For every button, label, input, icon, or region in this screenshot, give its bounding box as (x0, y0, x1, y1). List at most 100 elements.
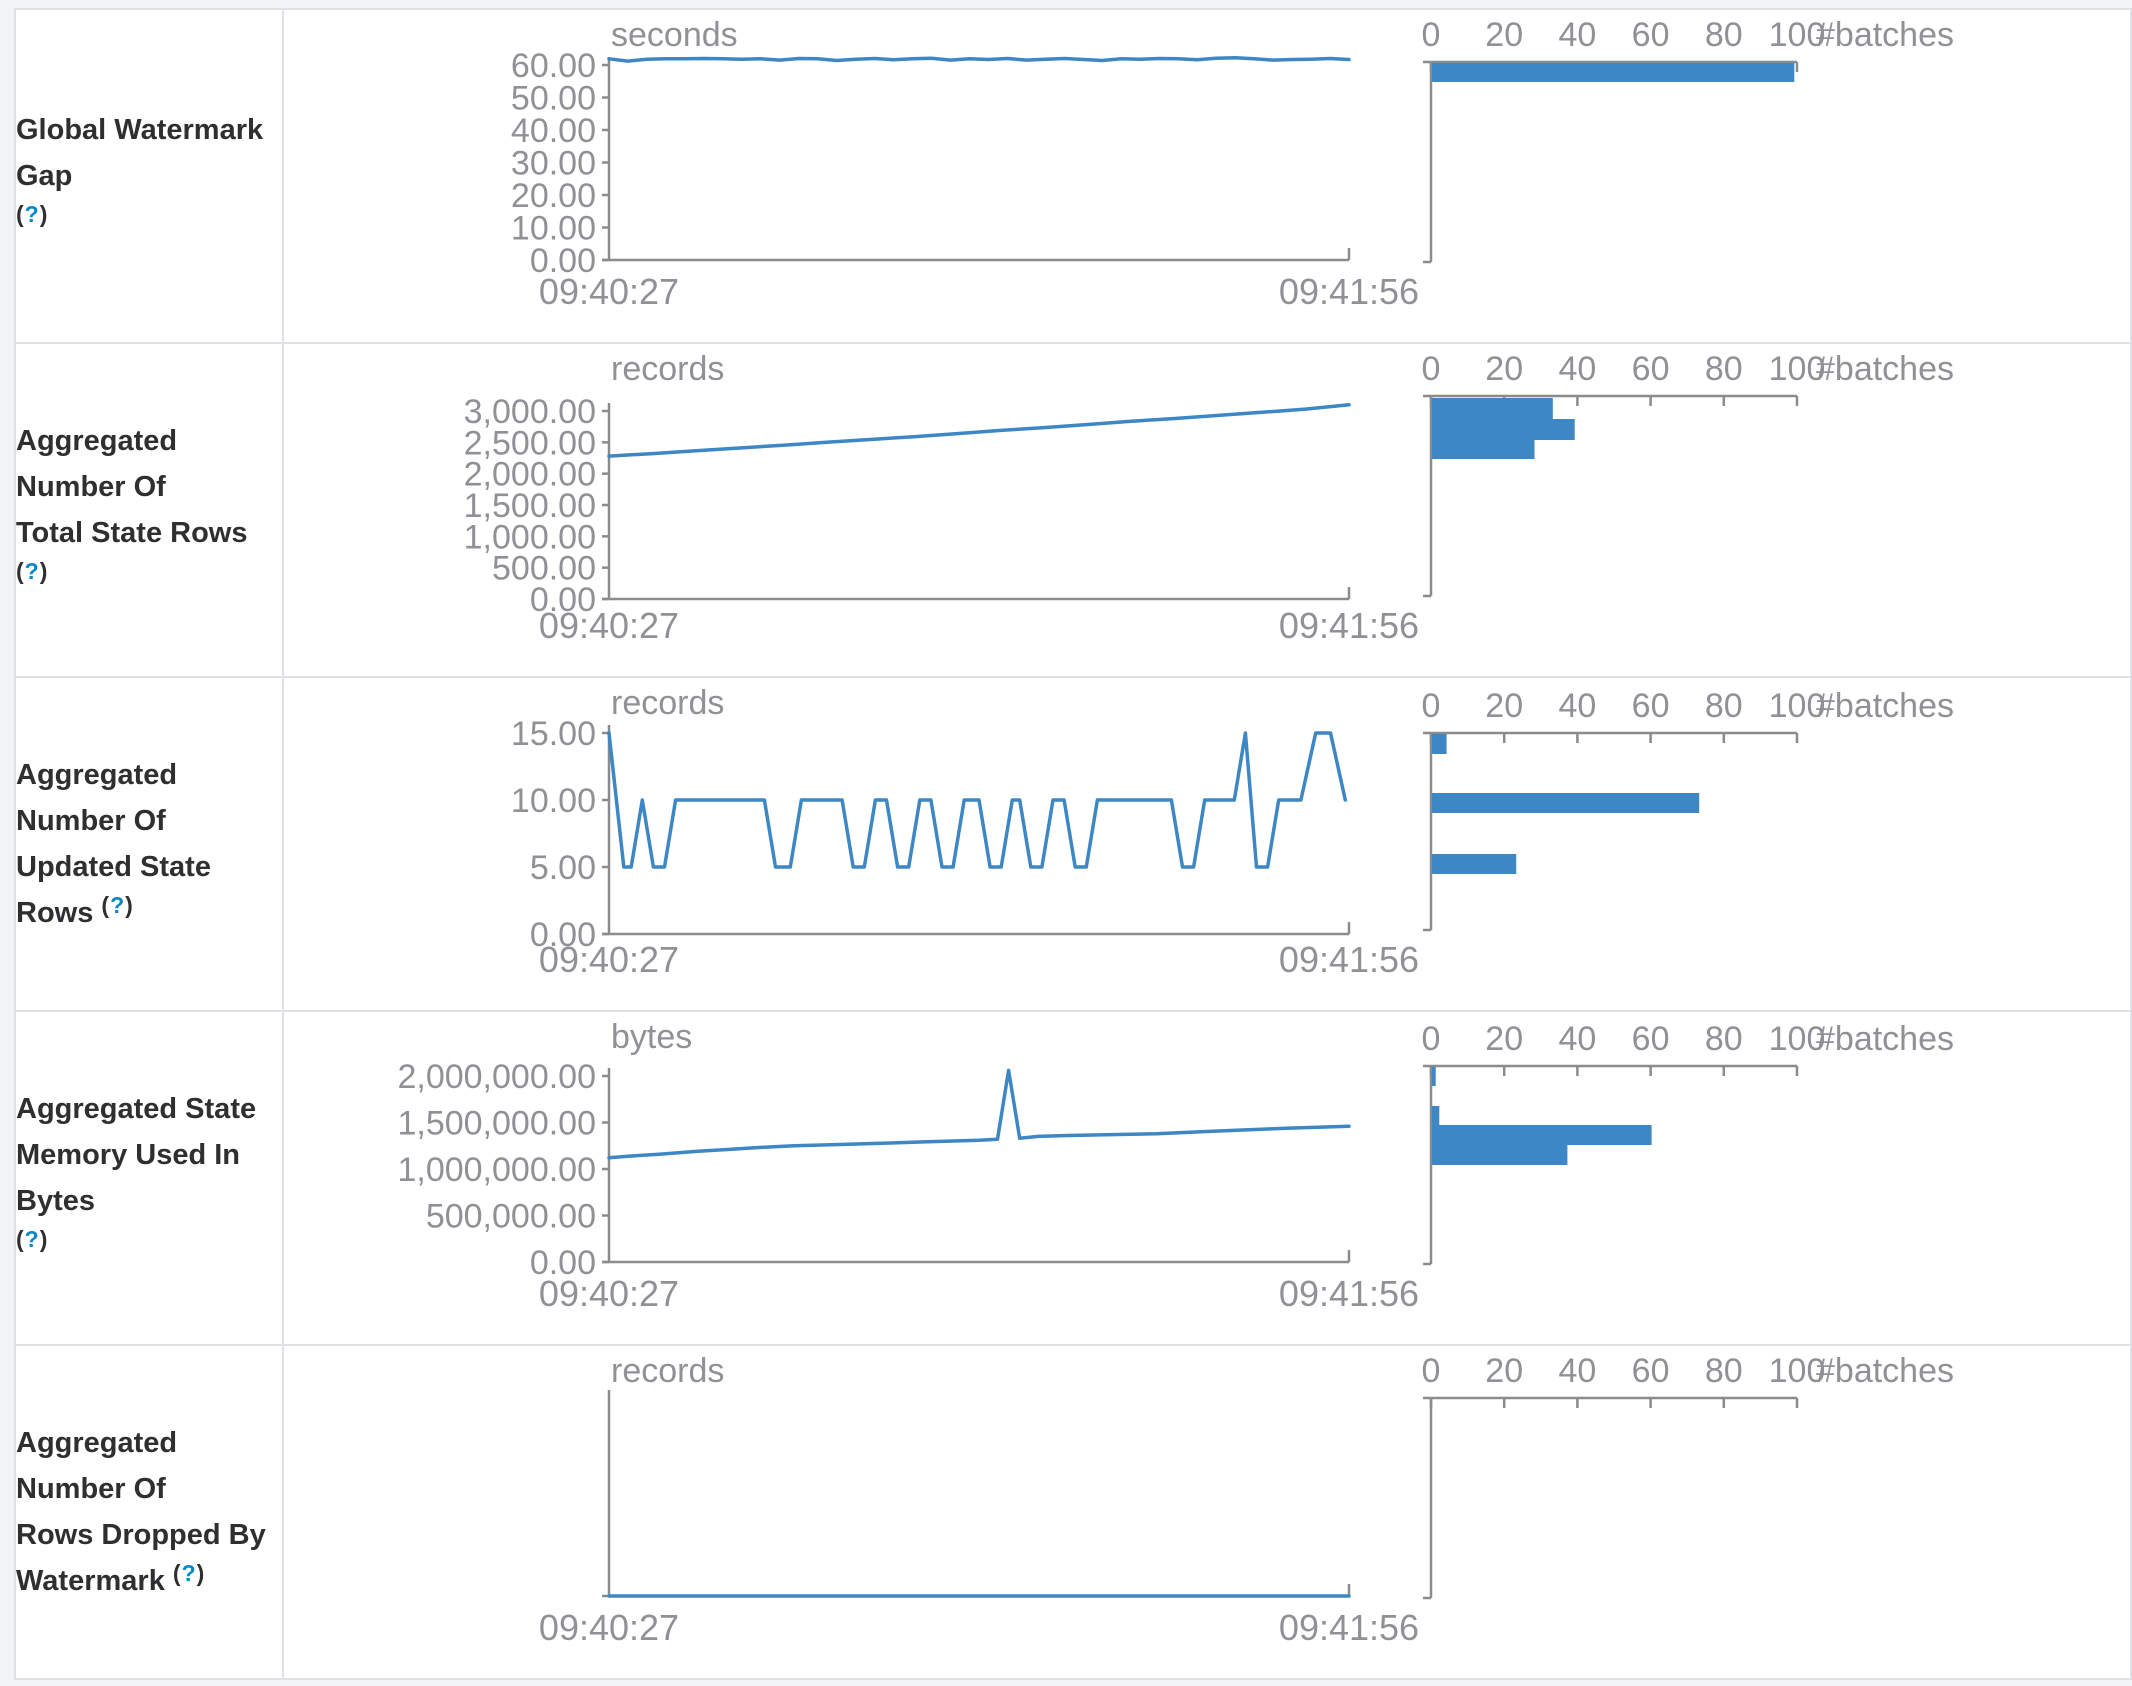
help-marker: (?) (16, 1225, 49, 1252)
histogram-x-tick-label: 100 (1769, 687, 1826, 725)
metric-name-text: Memory Used In Bytes (16, 1138, 240, 1217)
timeline-chart: records 09:40:27 09:41:56 (539, 1352, 1419, 1648)
y-tick-label: 20.00 (511, 177, 596, 215)
batches-axis-label: #batches (1816, 16, 1954, 54)
help-question-link[interactable]: ? (24, 1225, 40, 1252)
metric-name-cell: Aggregated Number Of Total State Rows (?) (14, 342, 284, 678)
metric-row: Aggregated State Memory Used In Bytes (?) b… (14, 1010, 2132, 1346)
metric-name-text: Watermark (16, 1564, 173, 1597)
timeline-unit-label: seconds (611, 16, 738, 54)
y-tick-label: 0.00 (530, 916, 596, 954)
histogram-x-tick-label: 40 (1558, 1352, 1596, 1390)
timeline-series-line (607, 731, 1348, 869)
timeline-chart: seconds 60.0050.0040.0030.0020.0010.000.0… (511, 16, 1419, 312)
time-end-label: 09:41:56 (1279, 1607, 1419, 1648)
batches-axis-label: #batches (1816, 1352, 1954, 1390)
histogram-bar (1432, 419, 1575, 440)
y-tick-label: 15.00 (511, 715, 596, 753)
metric-name-cell: Aggregated Number Of Rows Dropped By Water… (14, 1344, 284, 1680)
y-tick-label: 60.00 (511, 47, 596, 85)
histogram-bar (1432, 1106, 1440, 1125)
metric-name-cell: Aggregated Number Of Updated State Rows (… (14, 676, 284, 1012)
timeline-unit-label: records (611, 1352, 724, 1390)
y-tick-label: 1,000,000.00 (397, 1151, 596, 1189)
metric-row: Aggregated Number Of Updated State Rows (… (14, 676, 2132, 1012)
histogram-chart: 0 20 40 60 80 100#batches (1422, 1020, 1954, 1266)
histogram-x-tick-label: 100 (1769, 350, 1826, 388)
histogram-x-tick-label: 60 (1632, 1020, 1670, 1058)
time-start-label: 09:40:27 (539, 1273, 679, 1314)
histogram-bar (1432, 1145, 1568, 1165)
histogram-x-tick-label: 0 (1422, 1352, 1441, 1390)
histogram-x-tick-label: 60 (1632, 687, 1670, 725)
y-tick-label: 2,000,000.00 (397, 1058, 596, 1096)
batches-axis-label: #batches (1816, 1020, 1954, 1058)
histogram-x-tick-label: 20 (1485, 16, 1523, 54)
timeline-series-line (607, 1068, 1351, 1160)
histogram-x-tick-label: 0 (1422, 1020, 1441, 1058)
histogram-x-tick-label: 0 (1422, 350, 1441, 388)
histogram-bar (1432, 398, 1553, 419)
metric-name: Aggregated Number Of Rows Dropped By Water… (16, 1420, 282, 1605)
charts-wrap: seconds 60.00 50.00 40.00 30.00 20.00 10.00 0.0… (284, 10, 2130, 342)
histogram-bar (1432, 1067, 1436, 1086)
statistics-table-body: Global Watermark Gap (?) seconds 60.00 50.00… (14, 8, 2132, 1680)
metric-name-text: Aggregated Number Of (16, 424, 178, 503)
metric-name-text: Updated State Rows (16, 850, 211, 929)
y-tick-label: 30.00 (511, 145, 596, 183)
help-marker: (?) (16, 200, 49, 227)
histogram-x-tick-label: 80 (1705, 687, 1743, 725)
y-tick-label: 0.00 (530, 581, 596, 619)
histogram-x-tick-label: 20 (1485, 350, 1523, 388)
help-question-link[interactable]: ? (110, 891, 126, 918)
metric-name-cell: Global Watermark Gap (?) (14, 8, 284, 344)
y-tick-label: 5.00 (530, 849, 596, 887)
metric-name-text: Rows Dropped By (16, 1518, 266, 1551)
time-start-label: 09:40:27 (539, 605, 679, 646)
histogram-chart: 0 20 40 60 80 100#batches (1422, 350, 1954, 598)
metric-name-text: Global Watermark Gap (16, 113, 264, 192)
time-end-label: 09:41:56 (1279, 939, 1419, 980)
help-question-link[interactable]: ? (181, 1559, 197, 1586)
metric-name: Global Watermark Gap (?) (16, 107, 282, 246)
metric-row: Global Watermark Gap (?) seconds 60.00 50.00… (14, 8, 2132, 344)
y-tick-label: 500.00 (492, 550, 596, 588)
y-tick-label: 3,000.00 (464, 393, 596, 431)
help-marker: (?) (172, 1559, 206, 1586)
time-start-label: 09:40:27 (539, 939, 679, 980)
histogram-x-tick-label: 60 (1632, 350, 1670, 388)
histogram-x-tick-label: 0 (1422, 687, 1441, 725)
histogram-x-tick-label: 80 (1705, 1352, 1743, 1390)
timeline-chart: records 3,000.002,500.002,000.001,500.001… (464, 350, 1419, 646)
histogram-x-tick-label: 80 (1705, 16, 1743, 54)
metric-name-text: Aggregated Number Of (16, 758, 178, 837)
histogram-bar (1432, 854, 1517, 874)
metric-name: Aggregated State Memory Used In Bytes (?) (16, 1086, 282, 1271)
charts-wrap: records 09:40:27 09:41:56 0 20 40 60 80 100 #batc… (284, 1346, 2130, 1678)
y-tick-label: 40.00 (511, 112, 596, 150)
histogram-chart: 0 20 40 60 80 100#batches (1422, 687, 1954, 932)
charts-cell: records 3,000.00 2,500.00 2,000.00 1,500.00 1… (282, 342, 2132, 678)
charts-cell: bytes 2,000,000.00 1,500,000.00 1,000,000.0… (282, 1010, 2132, 1346)
charts-cell: records 15.00 10.00 5.00 0.00 09:40:27 09:41:5… (282, 676, 2132, 1012)
histogram-bar (1432, 63, 1795, 82)
help-question-link[interactable]: ? (24, 557, 40, 584)
histogram-x-tick-label: 60 (1632, 16, 1670, 54)
charts-wrap: records 15.00 10.00 5.00 0.00 09:40:27 09:41:5… (284, 678, 2130, 1010)
y-tick-label: 10.00 (511, 210, 596, 248)
help-marker: (?) (16, 557, 49, 584)
histogram-x-tick-label: 40 (1558, 350, 1596, 388)
y-tick-label: 50.00 (511, 80, 596, 118)
batches-axis-label: #batches (1816, 687, 1954, 725)
histogram-x-tick-label: 0 (1422, 16, 1441, 54)
help-question-link[interactable]: ? (24, 200, 40, 227)
y-tick-label: 1,500,000.00 (397, 1105, 596, 1143)
y-tick-label: 10.00 (511, 782, 596, 820)
metric-name: Aggregated Number Of Total State Rows (?) (16, 418, 282, 603)
histogram-bar (1432, 734, 1447, 754)
histogram-x-tick-label: 20 (1485, 687, 1523, 725)
charts-cell: records 09:40:27 09:41:56 0 20 40 60 80 100 #batc… (282, 1344, 2132, 1680)
histogram-bar (1432, 1125, 1652, 1145)
y-tick-label: 2,500.00 (464, 424, 596, 462)
batches-axis-label: #batches (1816, 350, 1954, 388)
